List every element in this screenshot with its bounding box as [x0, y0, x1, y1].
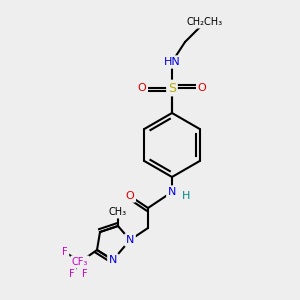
Text: N: N	[168, 187, 176, 197]
Text: F: F	[82, 269, 88, 279]
Text: CH₂CH₃: CH₂CH₃	[187, 17, 223, 27]
Text: H: H	[182, 191, 190, 201]
Text: O: O	[198, 83, 206, 93]
Text: N: N	[126, 235, 134, 245]
Text: F: F	[69, 269, 75, 279]
Text: N: N	[109, 255, 117, 265]
Text: F: F	[62, 247, 68, 257]
Text: CH₃: CH₃	[109, 207, 127, 217]
Text: S: S	[168, 82, 176, 94]
Text: O: O	[138, 83, 146, 93]
Text: HN: HN	[164, 57, 180, 67]
Text: O: O	[126, 191, 134, 201]
Text: CF₃: CF₃	[72, 257, 88, 267]
